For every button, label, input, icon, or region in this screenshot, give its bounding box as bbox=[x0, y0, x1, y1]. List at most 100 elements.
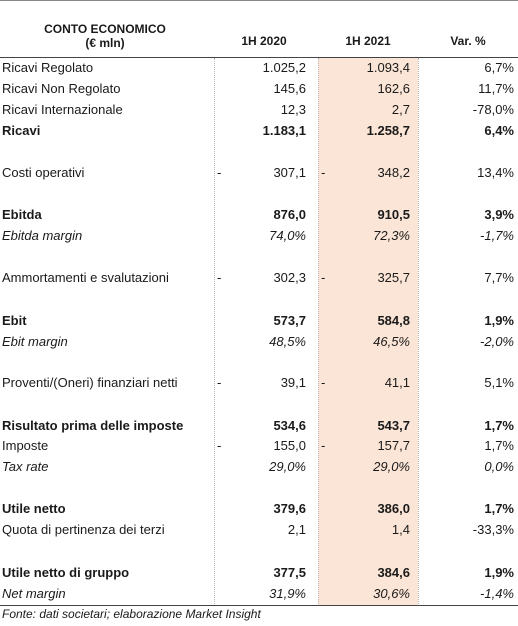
row-label: Costi operativi bbox=[2, 165, 85, 180]
table-row-total: Utile netto 379,6 386,0 1,7% bbox=[0, 499, 518, 519]
cell-1h2021: 46,5% bbox=[373, 334, 410, 349]
cell-var: -78,0% bbox=[472, 102, 514, 117]
cell-var: 1,9% bbox=[484, 565, 514, 580]
cell-1h2020: 573,7 bbox=[273, 313, 306, 328]
cell-var: -1,4% bbox=[480, 586, 514, 601]
row-label: Utile netto bbox=[2, 501, 66, 516]
cell-var: 1,7% bbox=[484, 501, 514, 516]
cell-1h2021: 584,8 bbox=[377, 313, 410, 328]
table-row: Ammortamenti e svalutazioni - 302,3 - 32… bbox=[0, 268, 518, 288]
header-col-1h2020: 1H 2020 bbox=[241, 34, 287, 48]
header-top-rule bbox=[0, 0, 518, 1]
table-row-total: Ebit 573,7 584,8 1,9% bbox=[0, 311, 518, 331]
negative-sign: - bbox=[217, 375, 222, 390]
row-label: Tax rate bbox=[2, 459, 49, 474]
negative-sign: - bbox=[217, 270, 222, 285]
cell-1h2021: 2,7 bbox=[391, 102, 410, 117]
cell-1h2021: 348,2 bbox=[377, 165, 410, 180]
cell-1h2021: 30,6% bbox=[373, 586, 410, 601]
cell-1h2021: 910,5 bbox=[377, 207, 410, 222]
cell-var: -1,7% bbox=[480, 228, 514, 243]
row-label: Imposte bbox=[2, 438, 49, 453]
column-divider bbox=[418, 58, 419, 606]
table-row-margin: Tax rate 29,0% 29,0% 0,0% bbox=[0, 457, 518, 477]
cell-1h2021: 386,0 bbox=[377, 501, 410, 516]
negative-sign: - bbox=[321, 270, 326, 285]
cell-1h2020: 1.025,2 bbox=[262, 60, 306, 75]
table-row: Imposte - 155,0 - 157,7 1,7% bbox=[0, 436, 518, 456]
header-title-line1: CONTO ECONOMICO bbox=[44, 22, 166, 36]
row-label: Ebitda bbox=[2, 207, 42, 222]
cell-1h2020: 1.183,1 bbox=[262, 123, 306, 138]
cell-var: 0,0% bbox=[484, 459, 514, 474]
cell-1h2020: 39,1 bbox=[280, 375, 306, 390]
row-label: Ebitda margin bbox=[2, 228, 83, 243]
cell-1h2021: 41,1 bbox=[384, 375, 410, 390]
table-row: Proventi/(Oneri) finanziari netti - 39,1… bbox=[0, 373, 518, 393]
cell-1h2021: 1,4 bbox=[391, 522, 410, 537]
negative-sign: - bbox=[321, 438, 326, 453]
cell-1h2021: 162,6 bbox=[377, 81, 410, 96]
cell-var: -2,0% bbox=[480, 334, 514, 349]
header-title-line2: (€ mln) bbox=[85, 36, 125, 50]
cell-1h2020: 31,9% bbox=[269, 586, 306, 601]
cell-var: 3,9% bbox=[484, 207, 514, 222]
table-header: CONTO ECONOMICO (€ mln) 1H 2020 1H 2021 … bbox=[0, 0, 518, 58]
negative-sign: - bbox=[217, 438, 222, 453]
cell-1h2021: 1.093,4 bbox=[366, 60, 410, 75]
column-divider bbox=[318, 58, 319, 606]
cell-var: -33,3% bbox=[472, 522, 514, 537]
cell-1h2020: 145,6 bbox=[273, 81, 306, 96]
table-row-margin: Ebitda margin 74,0% 72,3% -1,7% bbox=[0, 226, 518, 246]
cell-1h2020: 302,3 bbox=[273, 270, 306, 285]
cell-var: 5,1% bbox=[484, 375, 514, 390]
header-col-1h2021: 1H 2021 bbox=[345, 34, 391, 48]
highlight-column-1h2021 bbox=[318, 58, 418, 606]
column-divider bbox=[214, 58, 215, 606]
row-label: Ricavi Internazionale bbox=[2, 102, 123, 117]
row-label: Proventi/(Oneri) finanziari netti bbox=[2, 375, 178, 390]
row-label: Quota di pertinenza dei terzi bbox=[2, 522, 165, 537]
table-row: Ricavi Internazionale 12,3 2,7 -78,0% bbox=[0, 100, 518, 120]
cell-1h2021: 325,7 bbox=[377, 270, 410, 285]
negative-sign: - bbox=[321, 375, 326, 390]
cell-var: 11,7% bbox=[478, 81, 514, 96]
cell-1h2020: 534,6 bbox=[273, 418, 306, 433]
cell-1h2020: 74,0% bbox=[269, 228, 306, 243]
row-label: Utile netto di gruppo bbox=[2, 565, 130, 580]
cell-1h2020: 876,0 bbox=[273, 207, 306, 222]
negative-sign: - bbox=[321, 165, 326, 180]
cell-1h2020: 2,1 bbox=[287, 522, 306, 537]
table-row: Ricavi Regolato 1.025,2 1.093,4 6,7% bbox=[0, 58, 518, 78]
cell-var: 1,7% bbox=[484, 438, 514, 453]
header-title: CONTO ECONOMICO (€ mln) bbox=[0, 22, 210, 50]
cell-1h2020: 155,0 bbox=[273, 438, 306, 453]
cell-1h2021: 1.258,7 bbox=[366, 123, 410, 138]
row-label: Ebit bbox=[2, 313, 27, 328]
cell-1h2021: 384,6 bbox=[377, 565, 410, 580]
cell-var: 1,9% bbox=[484, 313, 514, 328]
header-bottom-rule bbox=[0, 57, 518, 58]
cell-var: 7,7% bbox=[484, 270, 514, 285]
table-row-total: Risultato prima delle imposte 534,6 543,… bbox=[0, 416, 518, 436]
cell-1h2021: 543,7 bbox=[377, 418, 410, 433]
table-row-total: Ricavi 1.183,1 1.258,7 6,4% bbox=[0, 121, 518, 141]
row-label: Risultato prima delle imposte bbox=[2, 418, 184, 433]
cell-1h2021: 29,0% bbox=[373, 459, 410, 474]
cell-1h2020: 377,5 bbox=[273, 565, 306, 580]
table-row: Ricavi Non Regolato 145,6 162,6 11,7% bbox=[0, 79, 518, 99]
table-row-margin: Ebit margin 48,5% 46,5% -2,0% bbox=[0, 332, 518, 352]
negative-sign: - bbox=[217, 165, 222, 180]
row-label: Ammortamenti e svalutazioni bbox=[2, 270, 169, 285]
cell-var: 1,7% bbox=[484, 418, 514, 433]
header-col-var-pct: Var. % bbox=[450, 34, 486, 48]
row-label: Ricavi bbox=[2, 123, 41, 138]
table-row-total: Ebitda 876,0 910,5 3,9% bbox=[0, 205, 518, 225]
table-row: Costi operativi - 307,1 - 348,2 13,4% bbox=[0, 163, 518, 183]
cell-1h2020: 48,5% bbox=[269, 334, 306, 349]
cell-var: 13,4% bbox=[477, 165, 514, 180]
table-row-total: Utile netto di gruppo 377,5 384,6 1,9% bbox=[0, 563, 518, 583]
row-label: Ebit margin bbox=[2, 334, 68, 349]
table-bottom-rule bbox=[0, 605, 518, 606]
cell-var: 6,4% bbox=[484, 123, 514, 138]
